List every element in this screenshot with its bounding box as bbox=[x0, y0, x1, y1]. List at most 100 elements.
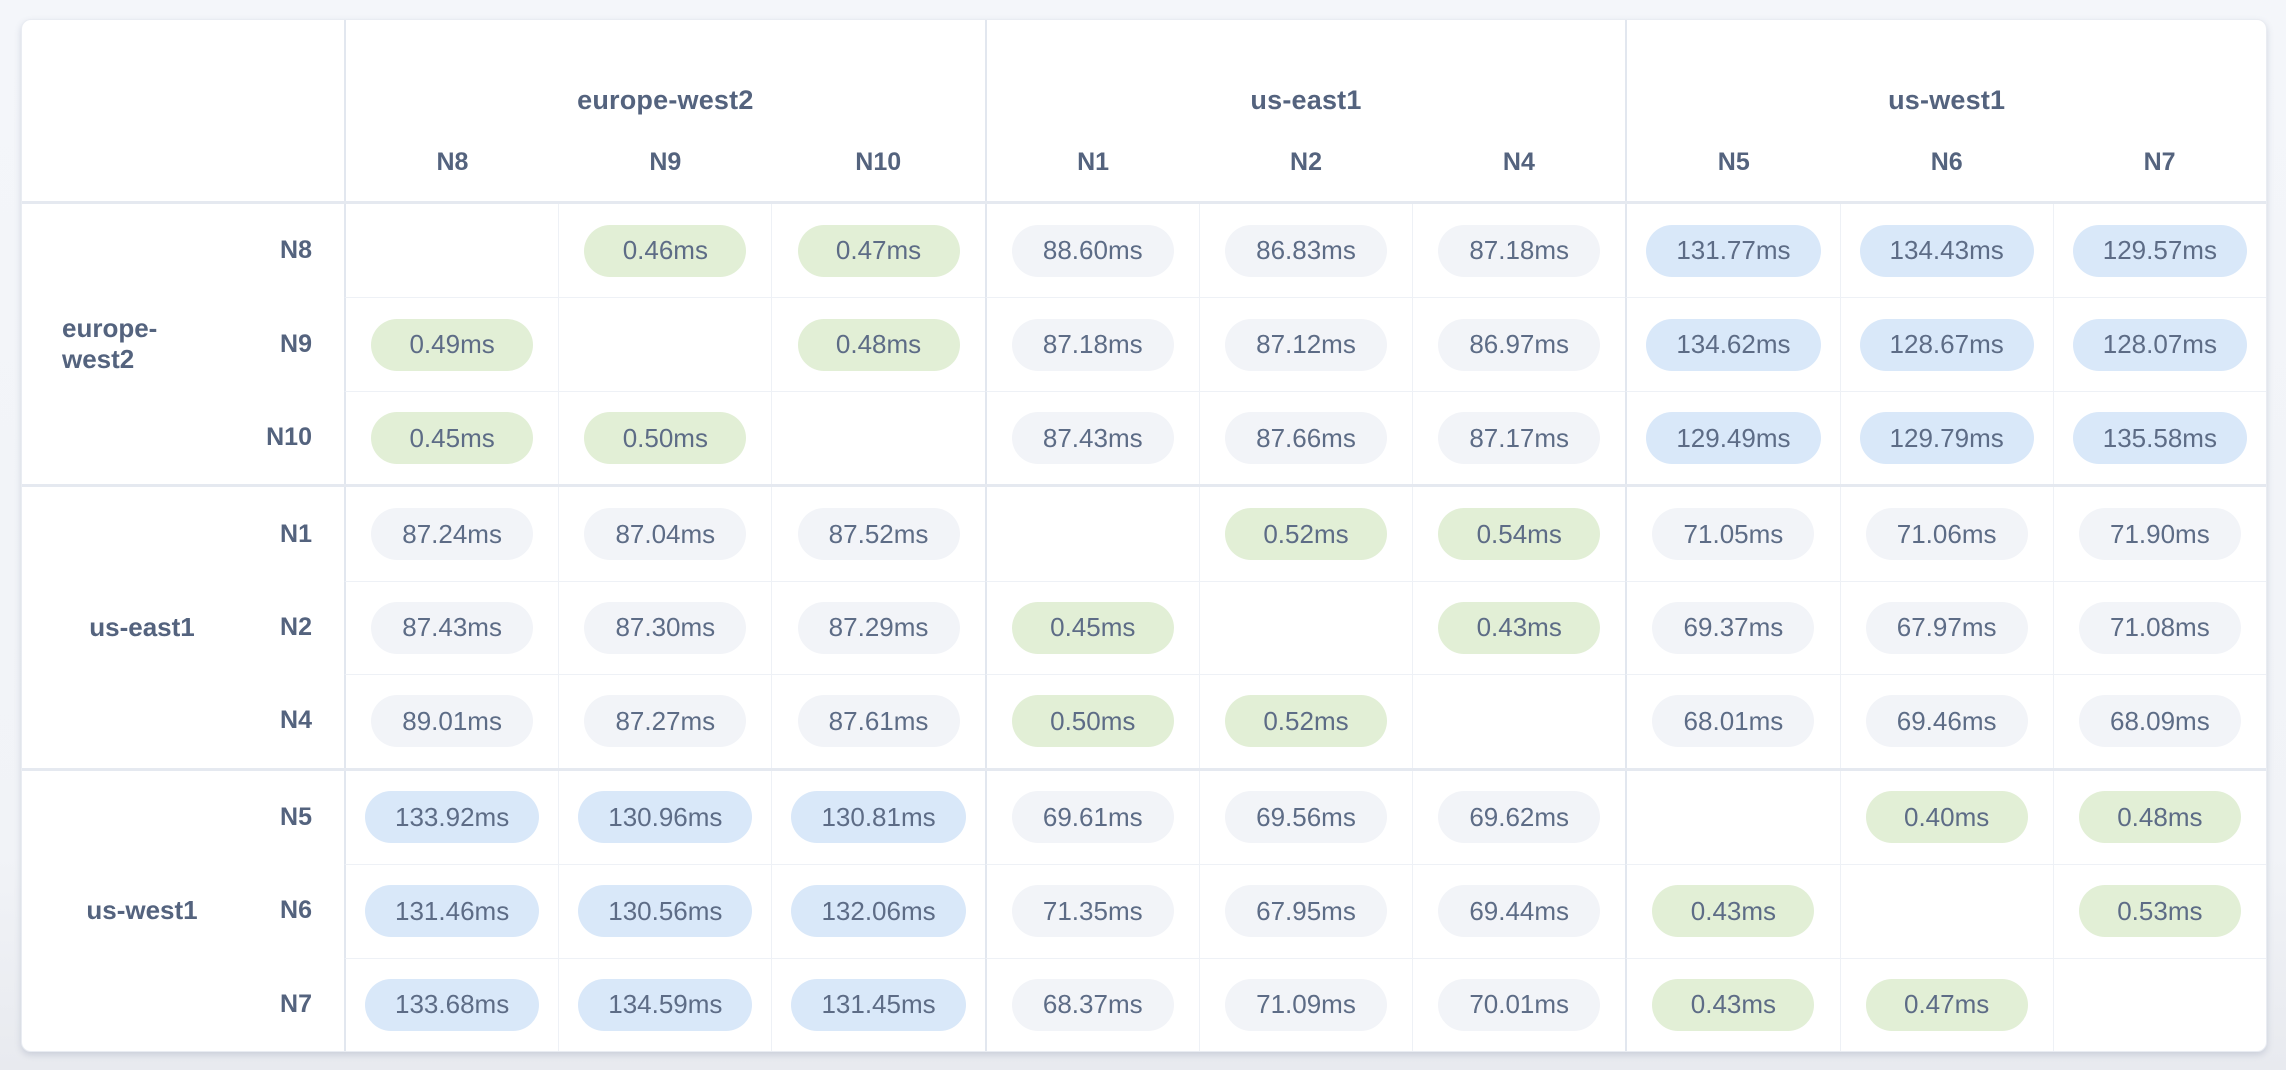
latency-cell[interactable]: 133.68ms bbox=[344, 957, 559, 1051]
latency-cell[interactable]: 87.43ms bbox=[344, 580, 559, 675]
row-node-label: N6 bbox=[280, 896, 312, 925]
column-node-label: N4 bbox=[1502, 148, 1535, 176]
latency-cell[interactable]: 0.48ms bbox=[2052, 770, 2266, 865]
latency-cell[interactable] bbox=[344, 204, 558, 298]
latency-cell[interactable]: 0.47ms bbox=[771, 204, 984, 298]
column-group-europe-west2: europe-west2 N8 N9 N10 bbox=[344, 20, 985, 201]
latency-cell[interactable]: 132.06ms bbox=[771, 864, 985, 958]
latency-cell[interactable]: 71.08ms bbox=[2052, 580, 2266, 675]
row-node-label: N4 bbox=[280, 706, 312, 735]
column-node-label: N8 bbox=[436, 148, 469, 176]
latency-cell[interactable]: 87.24ms bbox=[344, 487, 558, 581]
latency-cell[interactable]: 130.56ms bbox=[558, 864, 772, 958]
latency-cell[interactable]: 71.06ms bbox=[1839, 487, 2053, 581]
latency-cell[interactable]: 67.97ms bbox=[1839, 580, 2053, 675]
latency-cell[interactable]: 135.58ms bbox=[2052, 390, 2266, 485]
latency-cell[interactable]: 134.62ms bbox=[1625, 297, 1840, 391]
matrix-row-n6: N6 131.46ms 130.56ms 132.06ms 71.35ms 67… bbox=[222, 864, 2266, 958]
latency-cell[interactable]: 0.48ms bbox=[771, 297, 985, 391]
latency-cell[interactable]: 87.61ms bbox=[771, 674, 985, 768]
latency-cell[interactable]: 134.59ms bbox=[558, 957, 772, 1051]
row-group-europe-west2: europe-west2 N8 0.46ms 0.47ms 88.60ms 86… bbox=[22, 204, 2266, 485]
latency-cell[interactable]: 0.52ms bbox=[1198, 674, 1413, 768]
latency-cell[interactable]: 71.05ms bbox=[1625, 487, 1839, 581]
latency-cell[interactable]: 87.30ms bbox=[558, 580, 772, 675]
latency-cell[interactable]: 131.77ms bbox=[1625, 204, 1839, 298]
latency-cell[interactable]: 89.01ms bbox=[344, 674, 559, 768]
latency-cell[interactable]: 68.09ms bbox=[2052, 674, 2266, 768]
column-node-labels: N1 N2 N4 bbox=[987, 148, 1626, 177]
matrix-header: europe-west2 N8 N9 N10 us-east1 N1 N2 N4… bbox=[22, 20, 2266, 204]
column-node-labels: N8 N9 N10 bbox=[346, 148, 985, 177]
latency-cell[interactable]: 86.83ms bbox=[1198, 204, 1412, 298]
latency-cell[interactable]: 0.46ms bbox=[558, 204, 771, 298]
latency-cell[interactable]: 130.96ms bbox=[558, 770, 771, 865]
latency-cell[interactable]: 0.45ms bbox=[984, 580, 1199, 675]
latency-cell[interactable] bbox=[1412, 674, 1626, 768]
latency-cell[interactable]: 87.18ms bbox=[984, 297, 1199, 391]
latency-cell[interactable] bbox=[2052, 957, 2266, 1051]
latency-cell[interactable]: 86.97ms bbox=[1412, 297, 1626, 391]
latency-cell[interactable] bbox=[771, 390, 985, 485]
latency-cell[interactable]: 0.47ms bbox=[1839, 957, 2053, 1051]
latency-cell[interactable] bbox=[984, 487, 1199, 581]
latency-cell[interactable]: 0.52ms bbox=[1198, 487, 1412, 581]
latency-cell[interactable]: 71.09ms bbox=[1198, 957, 1413, 1051]
latency-cell[interactable]: 87.12ms bbox=[1198, 297, 1413, 391]
latency-cell[interactable]: 0.54ms bbox=[1412, 487, 1625, 581]
latency-cell[interactable]: 71.35ms bbox=[984, 864, 1199, 958]
latency-cell[interactable]: 69.44ms bbox=[1412, 864, 1626, 958]
latency-cell[interactable]: 87.18ms bbox=[1412, 204, 1625, 298]
latency-cell[interactable]: 128.07ms bbox=[2052, 297, 2266, 391]
latency-cell[interactable]: 68.37ms bbox=[984, 957, 1199, 1051]
latency-cell[interactable] bbox=[1198, 580, 1413, 675]
latency-cell[interactable]: 69.46ms bbox=[1839, 674, 2053, 768]
latency-cell[interactable]: 87.17ms bbox=[1412, 390, 1626, 485]
latency-cell[interactable]: 131.45ms bbox=[771, 957, 985, 1051]
latency-cell[interactable]: 69.61ms bbox=[984, 770, 1199, 865]
latency-cell[interactable] bbox=[558, 297, 772, 391]
column-group-us-east1: us-east1 N1 N2 N4 bbox=[984, 20, 1626, 201]
matrix-row-n2: N2 87.43ms 87.30ms 87.29ms 0.45ms 0.43ms… bbox=[222, 580, 2266, 675]
latency-cell[interactable]: 69.37ms bbox=[1625, 580, 1840, 675]
latency-cell[interactable] bbox=[1839, 864, 2053, 958]
latency-cell[interactable]: 87.52ms bbox=[771, 487, 984, 581]
latency-cell[interactable]: 128.67ms bbox=[1839, 297, 2053, 391]
latency-cell[interactable]: 71.90ms bbox=[2052, 487, 2266, 581]
latency-cell[interactable]: 0.40ms bbox=[1839, 770, 2053, 865]
latency-cell[interactable]: 0.43ms bbox=[1625, 864, 1840, 958]
latency-cell[interactable]: 67.95ms bbox=[1198, 864, 1413, 958]
latency-cell[interactable]: 129.57ms bbox=[2052, 204, 2266, 298]
latency-cell[interactable]: 87.27ms bbox=[558, 674, 772, 768]
latency-cell[interactable]: 88.60ms bbox=[984, 204, 1199, 298]
matrix-row-n4: N4 89.01ms 87.27ms 87.61ms 0.50ms 0.52ms… bbox=[222, 674, 2266, 768]
latency-cell[interactable]: 87.29ms bbox=[771, 580, 985, 675]
latency-cell[interactable]: 69.56ms bbox=[1198, 770, 1412, 865]
latency-cell[interactable]: 87.66ms bbox=[1198, 390, 1413, 485]
matrix-row-n9: N9 0.49ms 0.48ms 87.18ms 87.12ms 86.97ms… bbox=[222, 297, 2266, 391]
latency-cell[interactable]: 129.49ms bbox=[1625, 390, 1840, 485]
latency-cell[interactable]: 69.62ms bbox=[1412, 770, 1625, 865]
latency-cell[interactable] bbox=[1625, 770, 1839, 865]
latency-cell[interactable]: 0.49ms bbox=[344, 297, 559, 391]
latency-cell[interactable]: 0.43ms bbox=[1625, 957, 1840, 1051]
latency-cell[interactable]: 0.43ms bbox=[1412, 580, 1626, 675]
latency-cell[interactable]: 0.50ms bbox=[558, 390, 772, 485]
column-node-label: N2 bbox=[1290, 148, 1322, 176]
latency-cell[interactable]: 68.01ms bbox=[1625, 674, 1840, 768]
latency-cell[interactable]: 131.46ms bbox=[344, 864, 559, 958]
matrix-row-n8: N8 0.46ms 0.47ms 88.60ms 86.83ms 87.18ms… bbox=[222, 204, 2266, 298]
latency-cell[interactable]: 0.50ms bbox=[984, 674, 1199, 768]
latency-cell[interactable]: 87.04ms bbox=[558, 487, 771, 581]
latency-cell[interactable]: 87.43ms bbox=[984, 390, 1199, 485]
latency-cell[interactable]: 130.81ms bbox=[771, 770, 984, 865]
latency-cell[interactable]: 0.53ms bbox=[2052, 864, 2266, 958]
column-node-label: N9 bbox=[649, 148, 682, 176]
column-node-label: N5 bbox=[1717, 148, 1750, 176]
latency-cell[interactable]: 133.92ms bbox=[344, 770, 558, 865]
latency-cell[interactable]: 0.45ms bbox=[344, 390, 559, 485]
latency-cell[interactable]: 134.43ms bbox=[1839, 204, 2053, 298]
latency-cell[interactable]: 70.01ms bbox=[1412, 957, 1626, 1051]
latency-cell[interactable]: 129.79ms bbox=[1839, 390, 2053, 485]
row-region-label: europe-west2 bbox=[62, 313, 158, 375]
